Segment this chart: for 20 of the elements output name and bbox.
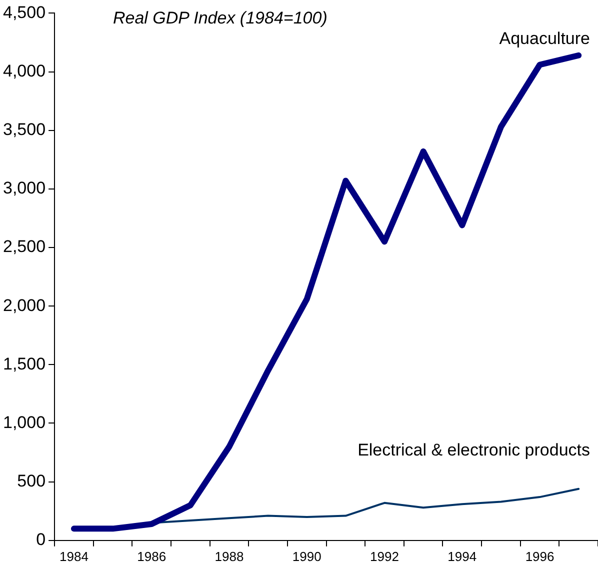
series-label: Aquaculture xyxy=(499,29,590,48)
x-tick-label: 1984 xyxy=(59,548,88,564)
y-tick-label: 1,500 xyxy=(2,354,46,374)
x-tick-label: 1986 xyxy=(137,548,166,564)
x-tick-label: 1994 xyxy=(448,548,477,564)
series-label: Electrical & electronic products xyxy=(358,440,590,460)
y-tick-label: 4,500 xyxy=(2,2,46,22)
x-tick-label: 1990 xyxy=(292,548,322,564)
chart-title: Real GDP Index (1984=100) xyxy=(113,8,328,28)
y-tick-label: 1,000 xyxy=(2,412,46,432)
y-tick-label: 3,500 xyxy=(2,120,46,140)
y-tick-label: 3,000 xyxy=(2,178,46,198)
y-tick-label: 500 xyxy=(17,472,46,491)
y-tick-label: 2,000 xyxy=(2,296,46,315)
y-tick-label: 0 xyxy=(36,530,46,550)
x-tick-label: 1988 xyxy=(214,548,244,564)
x-tick-label: 1992 xyxy=(370,548,399,564)
y-tick-label: 2,500 xyxy=(2,237,46,256)
x-tick-label: 1996 xyxy=(525,548,554,564)
y-tick-label: 4,000 xyxy=(2,61,46,80)
